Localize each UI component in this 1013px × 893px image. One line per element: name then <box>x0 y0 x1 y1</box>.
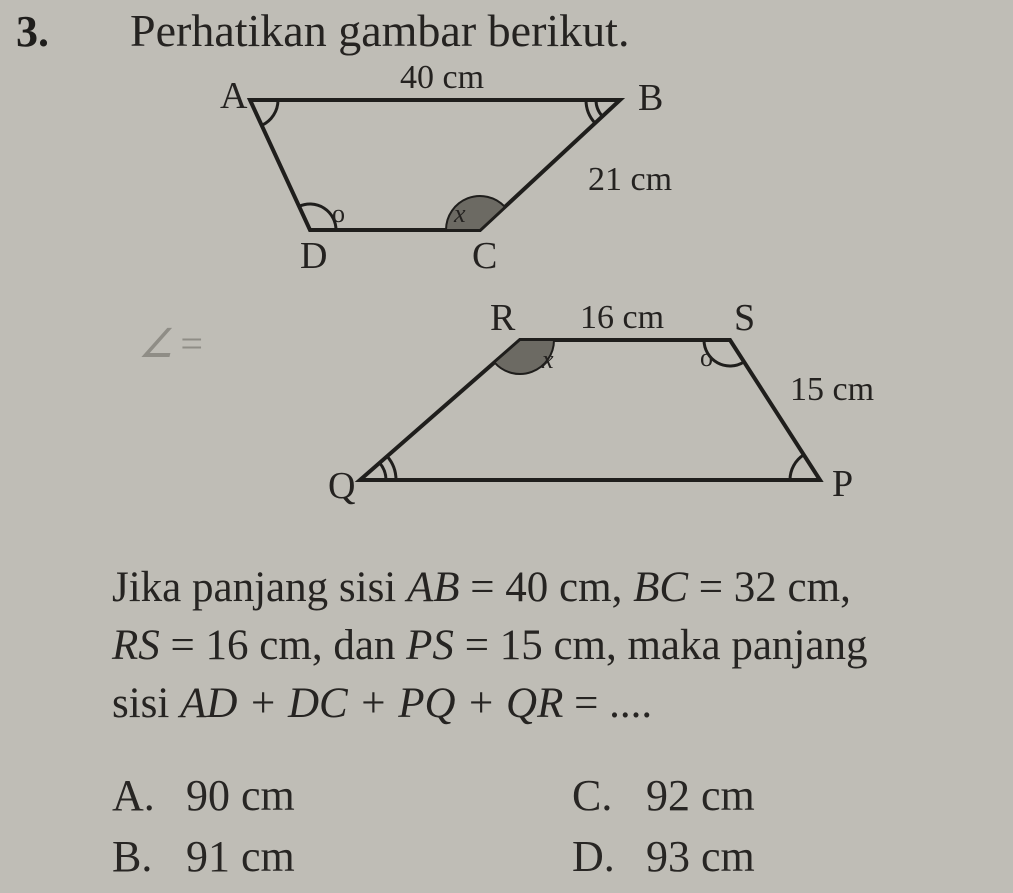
figure-2: R S P Q 16 cm 15 cm x o <box>320 300 900 530</box>
option-a[interactable]: A. 90 cm <box>112 770 572 821</box>
trapezoid-abcd: A B C D 40 cm 21 cm x o <box>220 60 672 277</box>
text: = 40 cm, <box>460 564 634 611</box>
option-d[interactable]: D. 93 cm <box>572 831 755 882</box>
angle-mark-r: x <box>541 345 554 374</box>
page: 3. Perhatikan gambar berikut. A B C D 40… <box>0 0 1013 893</box>
vertex-label-q: Q <box>328 465 355 507</box>
text: sisi <box>112 680 180 727</box>
option-letter: B. <box>112 831 160 882</box>
var-ps: PS <box>406 622 454 669</box>
text: = .... <box>563 680 652 727</box>
vertex-label-d: D <box>300 235 327 277</box>
body-line-2: RS = 16 cm, dan PS = 15 cm, maka panjang <box>112 618 867 675</box>
vertex-label-r: R <box>490 300 516 339</box>
var-rs: RS <box>112 622 160 669</box>
question-number: 3. <box>16 6 49 57</box>
angle-mark-c: x <box>453 199 466 228</box>
vertex-label-s: S <box>734 300 755 339</box>
option-text: 93 cm <box>646 831 755 882</box>
option-b[interactable]: B. 91 cm <box>112 831 572 882</box>
option-letter: D. <box>572 831 620 882</box>
text: = 16 cm, dan <box>160 622 406 669</box>
option-c[interactable]: C. 92 cm <box>572 770 755 821</box>
option-letter: A. <box>112 770 160 821</box>
side-length-rs: 16 cm <box>580 300 664 336</box>
body-line-3: sisi AD + DC + PQ + QR = .... <box>112 676 652 733</box>
angle-mark-d: o <box>332 199 345 228</box>
side-length-bc: 21 cm <box>588 161 672 198</box>
option-text: 92 cm <box>646 770 755 821</box>
handwritten-note: ∠= <box>138 320 209 367</box>
option-text: 91 cm <box>186 831 295 882</box>
expr: AD + DC + PQ + QR <box>180 680 563 727</box>
figure-1: A B C D 40 cm 21 cm x o <box>190 60 710 280</box>
angle-mark-s: o <box>700 343 713 372</box>
var-bc: BC <box>633 564 688 611</box>
vertex-label-a: A <box>220 75 248 117</box>
text: = 15 cm, maka panjang <box>454 622 868 669</box>
vertex-label-p: P <box>832 463 853 505</box>
side-length-ab: 40 cm <box>400 60 484 96</box>
answer-options: A. 90 cm C. 92 cm B. 91 cm D. 93 cm <box>112 770 952 882</box>
vertex-label-c: C <box>472 235 497 277</box>
option-letter: C. <box>572 770 620 821</box>
var-ab: AB <box>407 564 460 611</box>
question-prompt: Perhatikan gambar berikut. <box>130 4 629 57</box>
text: = 32 cm, <box>688 564 851 611</box>
trapezoid-pqrs: R S P Q 16 cm 15 cm x o <box>328 300 874 507</box>
option-text: 90 cm <box>186 770 295 821</box>
text: Jika panjang sisi <box>112 564 407 611</box>
side-length-sp: 15 cm <box>790 371 874 408</box>
body-line-1: Jika panjang sisi AB = 40 cm, BC = 32 cm… <box>112 560 851 617</box>
vertex-label-b: B <box>638 77 663 119</box>
